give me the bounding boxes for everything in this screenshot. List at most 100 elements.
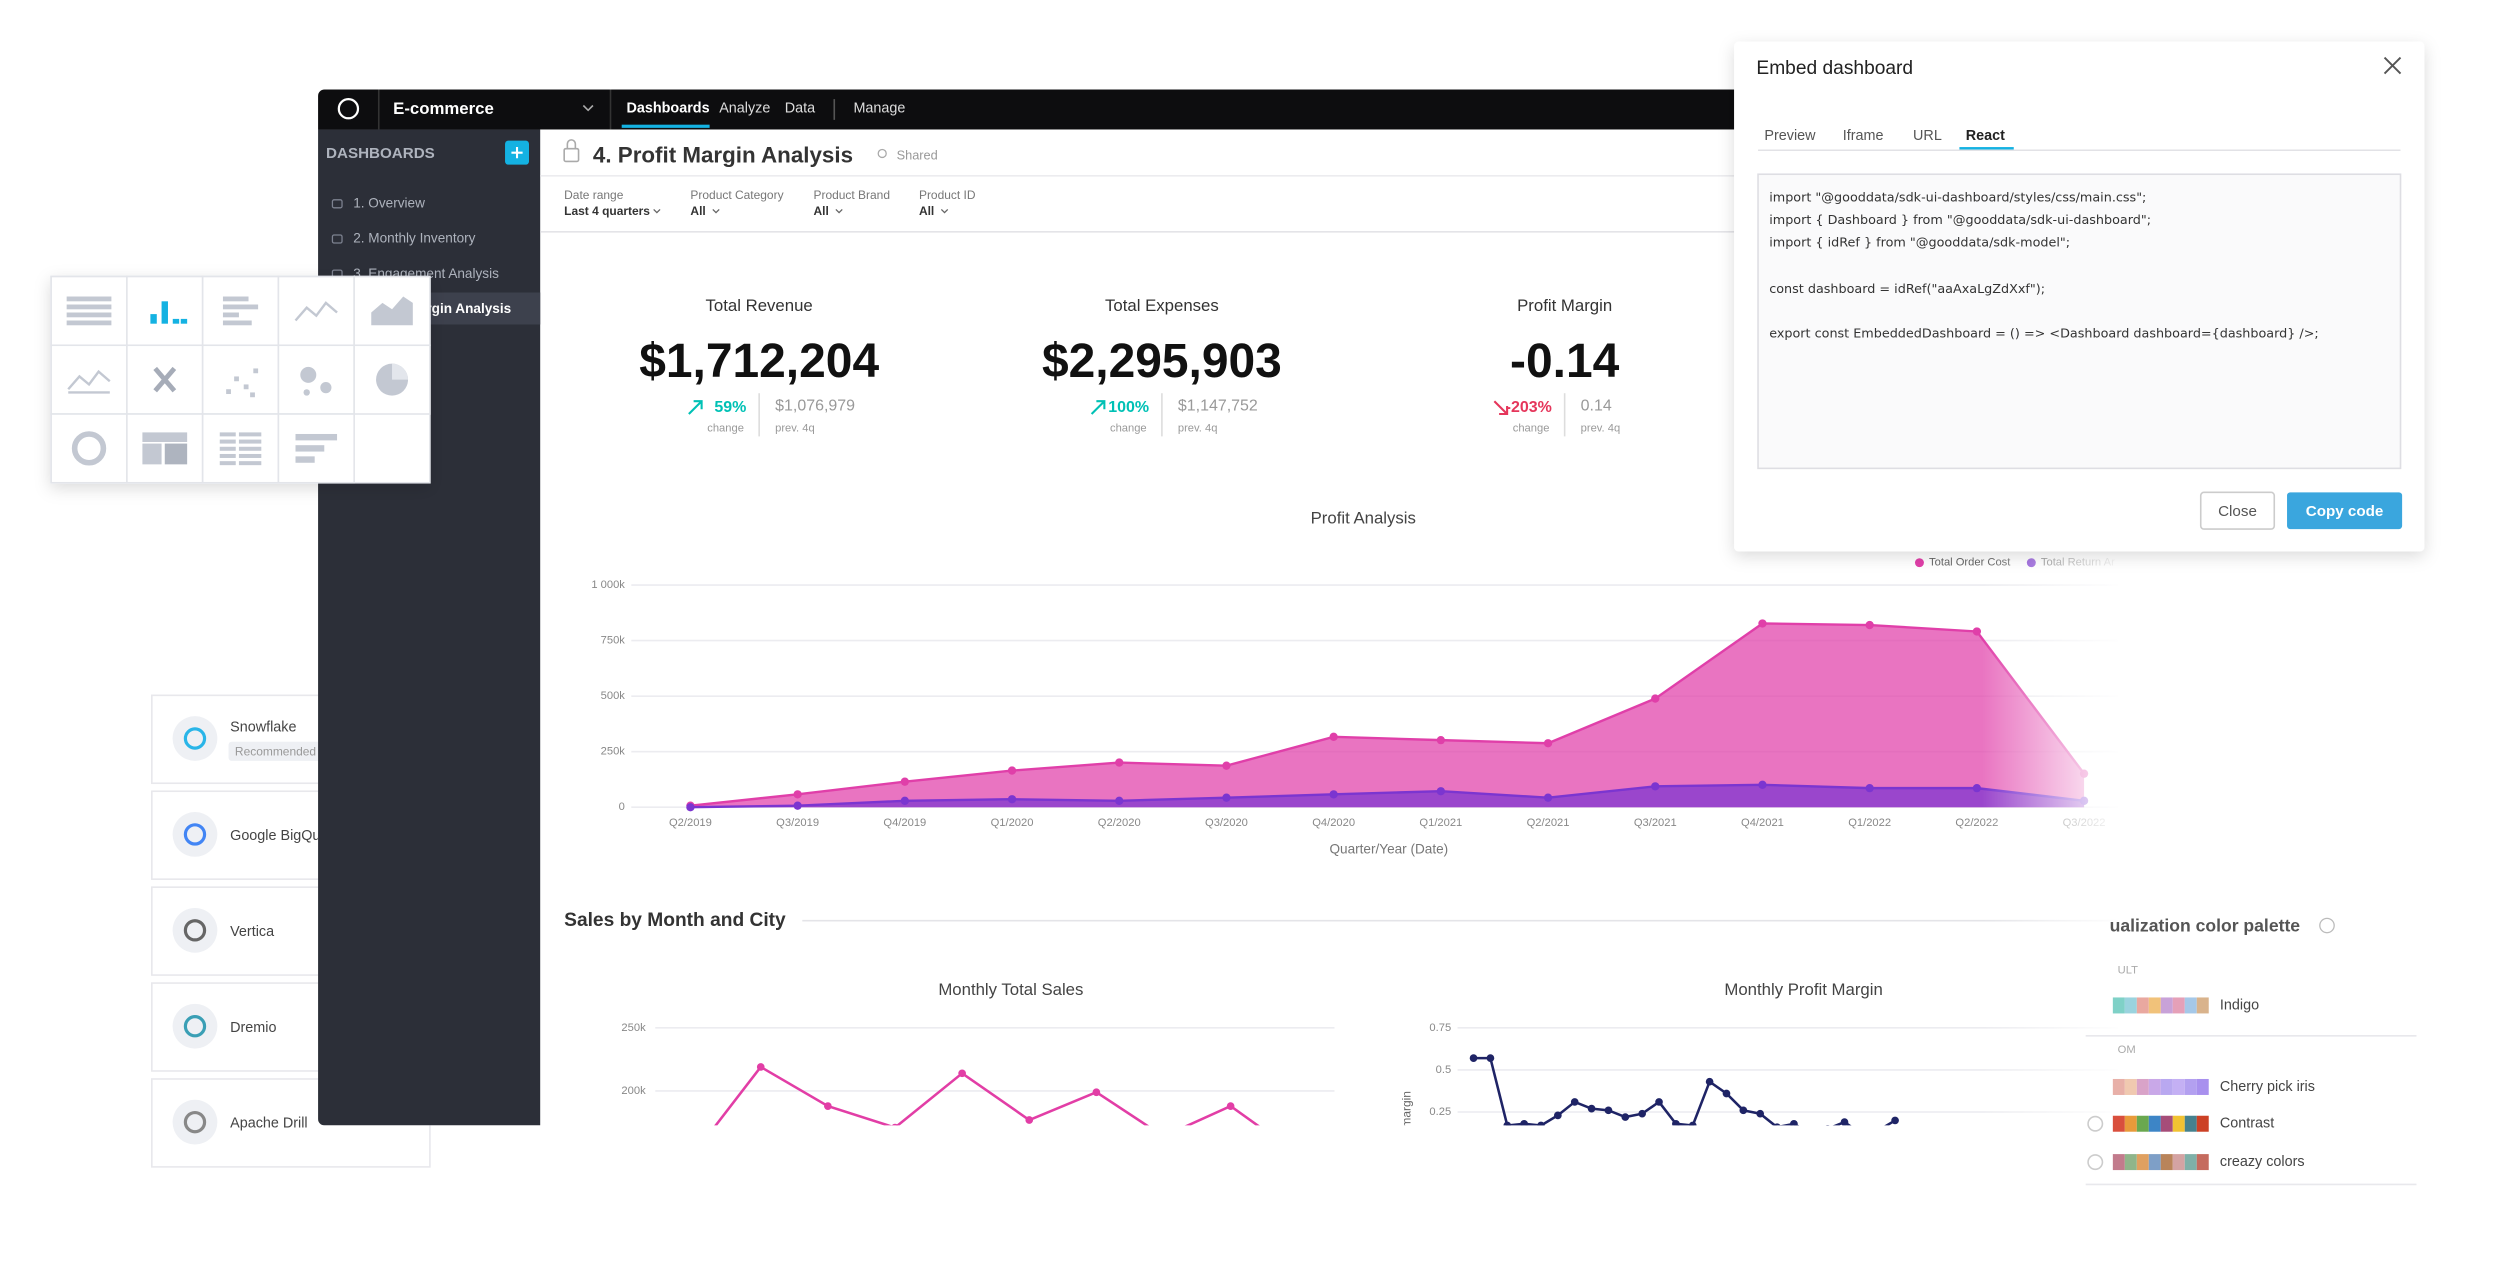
kpi-previous: $1,147,752 (1178, 398, 1258, 415)
workspace-name[interactable]: E-commerce (393, 99, 494, 118)
close-button[interactable] (2199, 491, 2276, 530)
palette-name[interactable]: creazy colors (2220, 1154, 2305, 1170)
chooser-cell[interactable] (277, 275, 355, 347)
x-tick-label: Q4/2020 (1312, 817, 1355, 829)
filter-value[interactable]: Last 4 quarters (564, 204, 650, 218)
modal-tab[interactable]: Preview (1764, 128, 1816, 144)
chooser-cell[interactable] (201, 344, 280, 415)
workspace-chevron (582, 104, 594, 112)
visualization-chooser (50, 275, 431, 484)
data-source-icon-mark (183, 1015, 207, 1038)
data-point (1587, 1104, 1596, 1113)
data-point (1520, 1119, 1528, 1126)
data-source-icon (172, 812, 218, 857)
chooser-icon (180, 318, 188, 324)
data-point (1329, 790, 1338, 799)
data-point (1672, 1119, 1680, 1126)
swatch (2172, 1115, 2185, 1132)
filter-label[interactable]: Product Category (690, 188, 783, 202)
filter-chevron (653, 208, 661, 214)
chooser-icon (392, 363, 409, 380)
radio[interactable] (2087, 1115, 2104, 1132)
filter-value[interactable]: All (690, 204, 705, 218)
chooser-icon (153, 366, 177, 393)
data-point (1807, 1130, 1815, 1138)
data-point (756, 1063, 765, 1071)
chooser-cell[interactable] (50, 344, 128, 415)
swatch (2136, 1154, 2149, 1171)
y-tick-label: 0.25 (1429, 1106, 1451, 1118)
modal-tab[interactable]: React (1966, 128, 2005, 144)
close-button-label[interactable]: Close (2218, 503, 2257, 520)
data-point (1655, 1098, 1663, 1106)
kpi-title: Profit Margin (1517, 296, 1612, 315)
chooser-icon (371, 296, 413, 326)
series-line (690, 783, 2085, 809)
palette-name[interactable]: Cherry pick iris (2220, 1079, 2315, 1095)
series-line (692, 1065, 1299, 1126)
filter-label[interactable]: Product ID (919, 188, 976, 202)
chooser-icon (243, 384, 249, 390)
y-axis-title: margin (1399, 1091, 1413, 1128)
filter-label[interactable]: Product Brand (813, 188, 890, 202)
swatch (2196, 1078, 2209, 1095)
data-point (1823, 1125, 1832, 1126)
x-tick-label: Q4/2019 (883, 817, 926, 829)
modal-tab[interactable]: Iframe (1843, 128, 1884, 144)
y-tick-label: 750k (601, 635, 626, 647)
radio[interactable] (2087, 1154, 2104, 1171)
data-source-name: Snowflake (230, 719, 296, 735)
data-point (793, 801, 802, 810)
nav-tab-underline (621, 124, 710, 128)
copy-button-label[interactable]: Copy code (2306, 503, 2384, 520)
chooser-icon (66, 296, 112, 302)
kpi-previous-label: prev. 4q (1178, 422, 1218, 434)
chooser-icon (234, 376, 239, 382)
palette-name[interactable]: Indigo (2220, 997, 2259, 1013)
swatch (2148, 1154, 2161, 1171)
kpi-trend-arrow (1493, 400, 1509, 416)
chooser-cell[interactable] (201, 275, 280, 347)
filter-value[interactable]: All (813, 204, 828, 218)
chooser-icon (219, 439, 236, 444)
swatch (2184, 1115, 2197, 1132)
filter-label[interactable]: Date range (564, 188, 624, 202)
sidebar-item[interactable]: 1. Overview (353, 196, 425, 211)
nav-tab[interactable]: Data (785, 101, 815, 117)
swatch (2124, 1078, 2137, 1095)
swatch (2112, 1115, 2125, 1132)
data-point (1543, 793, 1553, 802)
swatch (2172, 997, 2185, 1014)
data-point (1865, 783, 1874, 793)
chooser-icon (238, 439, 262, 444)
kpi-change-label: change (707, 422, 744, 434)
palette-name[interactable]: Contrast (2220, 1116, 2274, 1132)
chooser-icon (164, 443, 188, 465)
chooser-cell[interactable] (277, 344, 355, 415)
modal-tab[interactable]: URL (1913, 128, 1942, 144)
copy-button[interactable] (2287, 492, 2403, 530)
header-lock (563, 147, 580, 163)
chooser-icon (67, 369, 111, 394)
close-icon[interactable] (2383, 56, 2402, 75)
sidebar-item[interactable]: 2. Monthly Inventory (353, 231, 475, 246)
swatch (2148, 1078, 2161, 1095)
x-tick-label: Q3/2021 (1634, 817, 1677, 829)
data-point (793, 790, 802, 799)
nav-tab[interactable]: Analyze (719, 101, 770, 117)
data-point (1739, 1106, 1748, 1115)
chooser-cell[interactable] (50, 275, 128, 347)
data-source-icon (172, 907, 218, 953)
filter-value[interactable]: All (919, 204, 934, 218)
chooser-cell[interactable] (50, 413, 128, 484)
data-point (1621, 1113, 1630, 1121)
data-point (1840, 1118, 1849, 1126)
nav-tab[interactable]: Manage (853, 101, 905, 117)
chooser-icon (142, 432, 188, 442)
nav-tab[interactable]: Dashboards (627, 101, 710, 117)
series-area (690, 784, 2085, 808)
chart-title: Profit Analysis (1311, 508, 1416, 527)
data-point (1790, 1119, 1798, 1126)
